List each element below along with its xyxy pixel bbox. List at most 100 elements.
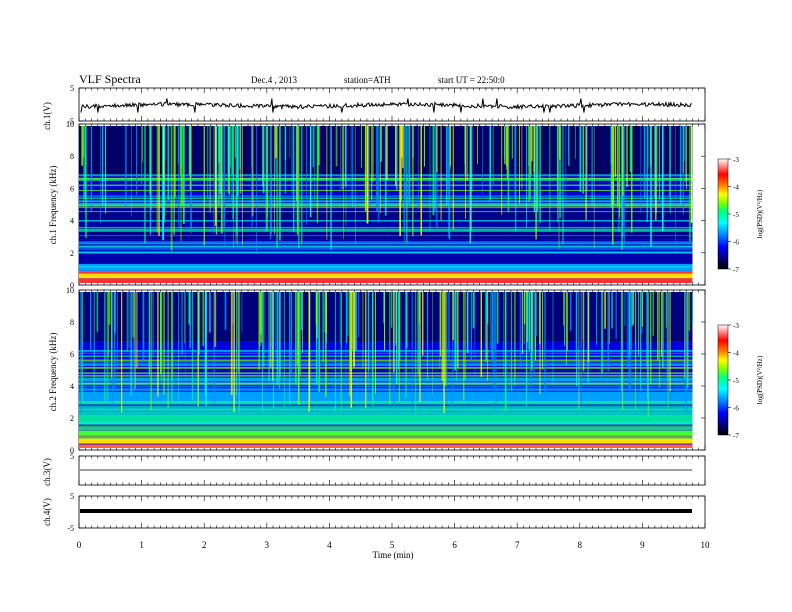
spectrogram-sferic [657,292,659,361]
x-tick-label: 8 [578,540,583,550]
spectrogram-sferic [279,126,281,241]
ch1-waveform-ylabel: ch.1(V) [42,102,52,130]
spectrogram-sferic [531,292,533,351]
spectrogram-sferic [223,126,225,231]
spectrogram-sferic [514,126,516,198]
spectrogram-sferic [170,126,173,251]
spectrogram-sferic [684,292,686,379]
spectrogram-line [79,246,693,249]
x-tick-label: 7 [515,540,520,550]
spectrogram-sferic [230,126,232,201]
spectrogram-sferic [635,292,637,410]
spectrogram-sferic [102,126,104,206]
spectrogram-sferic [224,126,226,247]
spectrogram-sferic [150,292,152,411]
spectrogram-sferic [350,126,352,209]
spectrogram-sferic [90,126,93,212]
spectrogram-sferic [564,292,565,347]
spectrogram-sferic [114,292,116,333]
colorbar-tick-label: -5 [733,377,739,385]
spectrogram-sferic [255,126,258,252]
spectrogram-sferic [452,292,455,341]
spectrogram-sferic [214,292,217,347]
spectrogram-sferic [85,126,87,238]
spectrogram-sferic [506,126,508,170]
spectrogram-sferic [601,292,604,374]
spectrogram-sferic [391,292,393,328]
spectrogram-sferic [630,292,632,355]
spectrogram-sferic [376,126,378,211]
ch2-spectrogram-ylabel-text: ch.2 Frequency (kHz) [48,333,58,412]
spectrogram-sferic [220,126,223,234]
spectrogram-sferic [511,126,513,159]
spectrogram-sferic [448,126,451,241]
start-time-label: start UT = 22:50:0 [438,75,505,85]
spectrogram-sferic [383,292,385,324]
spectrogram-sferic [240,126,242,194]
spectrogram-sferic [470,126,472,231]
spectrogram-sferic [104,292,106,403]
spectrogram-sferic [380,126,382,162]
colorbar-tick-label: -4 [733,350,739,358]
spectrogram-sferic [537,126,539,229]
spectrogram-line [79,361,693,363]
spectrogram-sferic [439,292,441,370]
spectrogram-sferic [149,126,152,235]
y-tick-label: 5 [70,452,74,461]
spectrogram-sferic [130,292,133,395]
spectrogram-sferic [179,126,181,175]
spectrogram-line [79,386,693,389]
spectrogram-sferic [197,292,200,406]
spectrogram-sferic [325,292,327,334]
spectrogram-sferic [569,292,572,331]
spectrogram-sferic [164,126,166,162]
spectrogram-sferic [318,292,320,393]
spectrogram-sferic [312,126,314,168]
spectrogram-sferic [632,292,634,325]
spectrogram-sferic [622,126,624,196]
spectrogram-sferic [96,292,99,332]
spectrogram-sferic [173,126,175,235]
spectrogram-sferic [93,292,95,394]
spectrogram-sferic [552,292,554,386]
spectrogram-sferic [686,292,688,390]
spectrogram-sferic [238,126,241,170]
spectrogram-sferic [463,292,465,401]
spectrogram-sferic [203,126,205,246]
spectrogram-sferic [530,126,533,162]
spectrogram-sferic [274,292,276,358]
spectrogram-sferic [236,126,238,236]
spectrogram-sferic [164,126,166,221]
spectrogram-sferic [133,292,135,398]
spectrogram-sferic [566,292,568,351]
spectrogram-sferic [258,292,261,370]
spectrogram-sferic [504,292,507,412]
spectrogram-sferic [236,292,237,395]
spectrogram-line [79,384,693,387]
spectrogram-line [79,422,693,424]
spectrogram-sferic [575,292,577,368]
spectrogram-sferic [83,126,84,207]
spectrogram-sferic [273,292,275,410]
spectrogram-sferic [445,292,447,386]
spectrogram-sferic [260,292,262,335]
spectrogram-sferic [171,292,173,402]
spectrogram-line [79,364,693,366]
spectrogram-sferic [367,126,370,206]
colorbar-tick-label: -6 [733,405,739,413]
spectrogram-sferic [268,292,270,382]
spectrogram-sferic [235,126,237,243]
spectrogram-sferic [447,126,449,192]
spectrogram-sferic [558,126,561,160]
spectrogram-sferic [367,292,370,372]
spectrogram-sferic [233,292,235,413]
spectrogram-sferic [125,126,127,209]
spectrogram-sferic [218,126,220,205]
spectrogram-line [79,404,693,407]
spectrogram-sferic [650,126,652,247]
spectrogram-sferic [300,292,303,331]
spectrogram-sferic [352,126,354,207]
spectrogram-sferic [259,292,261,347]
spectrogram-sferic [395,292,398,384]
spectrogram-sferic [646,292,647,369]
